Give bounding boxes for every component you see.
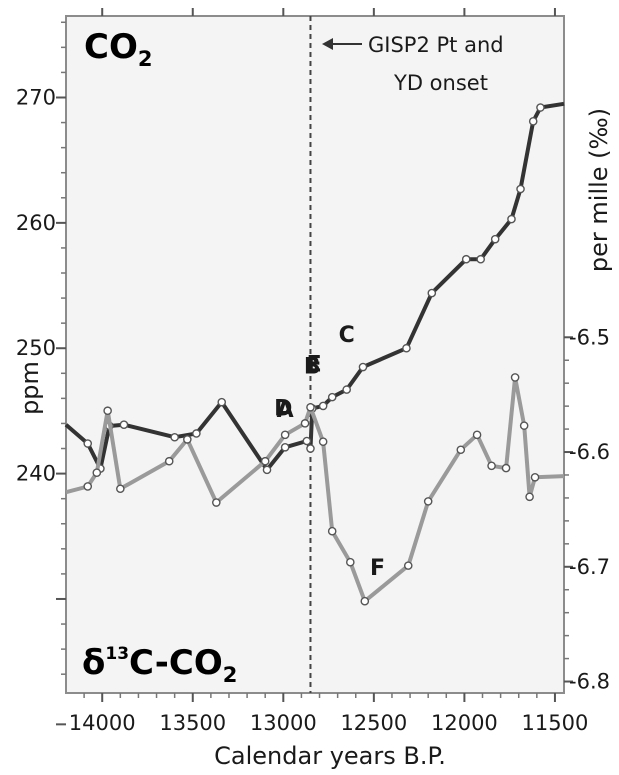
annotation-line-1: GISP2 Pt and (368, 33, 504, 57)
co2-data-point (427, 288, 437, 298)
d13c-data-point (116, 484, 125, 494)
x-axis-title: Calendar years B.P. (214, 742, 446, 770)
annotation-line-2: YD onset (393, 71, 488, 95)
x-tick-label: 13500 (159, 711, 226, 735)
d13c-data-point (280, 430, 290, 440)
point-label-d: D (274, 396, 292, 421)
left-tick-labels: 240 250 260 270 (16, 85, 56, 485)
d13c-data-point (487, 461, 496, 471)
left-axis-title: ppm (16, 361, 44, 415)
d13c-data-point (456, 445, 466, 455)
co2-data-point (507, 214, 516, 224)
co2-data-point (516, 184, 525, 194)
series-layer (64, 101, 565, 606)
d13c-data-point (103, 406, 112, 416)
d13c-data-point (183, 435, 192, 444)
point-label-a: A (277, 398, 294, 423)
co2-data-point (306, 444, 315, 453)
co2-data-point (170, 432, 179, 442)
y-right-tick-label: -6.7 (569, 555, 610, 579)
y-left-tick-label: 240 (16, 462, 56, 486)
co2-data-point (318, 401, 328, 411)
d13c-label-delta: δ (82, 643, 105, 683)
co2-data-point (327, 392, 337, 402)
d13c-data-point (472, 430, 482, 440)
vline-annotation: GISP2 Pt and YD onset (322, 33, 504, 95)
co2-data-point (217, 397, 227, 407)
d13c-data-point (327, 526, 337, 536)
d13c-data-point (501, 463, 511, 473)
d13c-data-point (519, 421, 529, 430)
co2-data-point (342, 385, 351, 394)
d13c-data-point (510, 373, 520, 382)
d13c-data-point (83, 482, 93, 491)
d13c-data-point (403, 561, 413, 570)
co2-label-base: CO (84, 27, 138, 67)
co2-data-point (302, 436, 312, 446)
co2-data-point (119, 420, 129, 430)
x-tick-label: 12500 (340, 711, 407, 735)
d13c-data-point (300, 419, 310, 428)
d13c-data-point (530, 472, 540, 482)
x-tick-label: 14000 (69, 711, 136, 735)
point-label-e: E (307, 353, 322, 378)
axis-ticks (56, 8, 573, 726)
d13c-data-point (212, 498, 221, 507)
d13c-data-point (318, 437, 328, 447)
y-left-tick-label: 260 (16, 211, 56, 235)
co2-data-point (358, 362, 368, 372)
annotation-arrow-head (322, 38, 333, 50)
d13c-data-point (164, 456, 174, 466)
d13c-data-point (346, 557, 355, 567)
d13c-data-point (260, 456, 270, 466)
y-right-tick-label: -6.6 (569, 440, 610, 464)
right-axis-title: per mille (‰) (585, 108, 613, 272)
d13c-label-base: C-CO (129, 643, 223, 683)
minor-ticks (61, 21, 569, 698)
d13c-label-sub: 2 (223, 663, 238, 687)
point-label-f: F (370, 556, 385, 581)
point-labels: ABC DE F (274, 323, 385, 581)
x-tick-labels: 14000 13500 13000 12500 12000 11500 (69, 711, 589, 735)
d13c-panel-label: δ13C-CO2 (82, 643, 237, 687)
d13c-data-point (360, 596, 370, 606)
co2-data-point (490, 234, 500, 244)
co2-data-point (280, 442, 290, 452)
co2-data-point (83, 439, 93, 448)
right-tick-labels: -6.5 -6.6 -6.7 -6.8 (569, 325, 610, 693)
co2-data-point (528, 117, 538, 126)
y-right-tick-label: -6.5 (569, 325, 610, 349)
x-tick-label: 13000 (250, 711, 317, 735)
x-tick-label: 11500 (522, 711, 589, 735)
y-right-tick-label: -6.8 (569, 670, 610, 694)
co2-label-sub: 2 (138, 47, 153, 71)
d13c-data-point (525, 492, 534, 502)
co2-data-point (262, 465, 272, 475)
plot-area (65, 15, 565, 694)
co2-data-point (476, 254, 485, 264)
d13c-data-point (306, 402, 315, 412)
co2-data-point (192, 429, 201, 438)
co2-panel-label: CO2 (84, 27, 152, 71)
co2-data-point (461, 254, 471, 264)
d13c-data-point (92, 468, 102, 477)
d13c-data-point (423, 497, 433, 506)
y-left-tick-label: 250 (16, 336, 56, 360)
d13c-label-sup: 13 (105, 644, 129, 664)
co2-data-point (536, 103, 545, 112)
co2-data-point (402, 343, 411, 353)
point-label-b: B (304, 354, 321, 379)
y-left-tick-label: 270 (16, 85, 56, 109)
x-tick-label: 12000 (431, 711, 498, 735)
point-label-c: C (339, 323, 355, 348)
